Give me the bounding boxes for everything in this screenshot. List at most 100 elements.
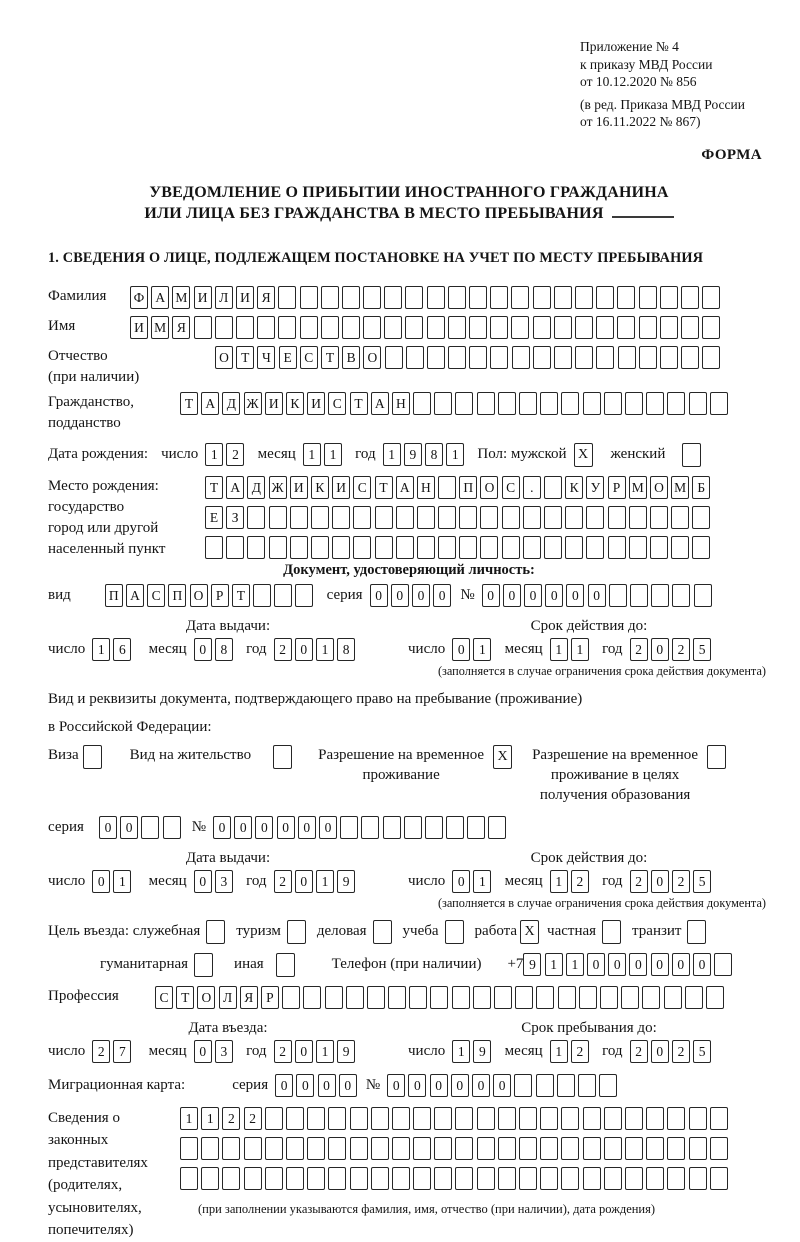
char-cell[interactable]: Т [180,391,198,415]
char-cell[interactable]: 1 [544,953,563,977]
char-cell[interactable] [617,345,636,369]
char-cell[interactable] [384,315,403,339]
char-cell[interactable] [455,391,474,415]
char-cell[interactable] [629,583,648,607]
char-cell[interactable]: Н [391,391,410,415]
char-cell[interactable] [430,985,449,1009]
char-cell[interactable] [476,1136,495,1160]
char-cell[interactable] [688,391,707,415]
char-cell[interactable]: М [172,285,191,309]
char-cell[interactable]: И [307,391,326,415]
char-cell[interactable] [586,505,605,529]
char-cell[interactable] [226,535,245,559]
char-cell[interactable] [561,1106,580,1130]
char-cell[interactable] [671,505,690,529]
char-cell[interactable] [310,535,329,559]
char-cell[interactable]: К [285,391,304,415]
char-cell[interactable] [577,1073,596,1097]
char-cell[interactable] [451,985,470,1009]
char-cell[interactable] [285,1166,304,1190]
char-cell[interactable]: Л [218,985,237,1009]
temp-permit-checkbox[interactable]: X [493,744,513,769]
char-cell[interactable] [480,535,499,559]
char-cell[interactable]: И [332,475,351,499]
char-cell[interactable] [586,535,605,559]
char-cell[interactable]: К [310,475,329,499]
char-cell[interactable] [340,815,359,839]
char-cell[interactable] [264,1166,283,1190]
char-cell[interactable] [693,583,712,607]
char-cell[interactable]: Р [210,583,229,607]
char-cell[interactable] [582,1106,601,1130]
char-cell[interactable] [553,285,572,309]
char-cell[interactable] [459,505,478,529]
char-cell[interactable] [289,505,308,529]
birth-place-boxes-row3[interactable] [205,535,714,559]
char-cell[interactable] [391,1136,410,1160]
char-cell[interactable] [624,1136,643,1160]
char-cell[interactable]: 2 [629,869,648,893]
char-cell[interactable]: 0 [650,953,669,977]
char-cell[interactable]: Т [320,345,339,369]
char-cell[interactable] [162,815,181,839]
char-cell[interactable] [448,345,467,369]
char-cell[interactable] [488,815,507,839]
char-cell[interactable] [519,1166,537,1190]
char-cell[interactable] [705,985,724,1009]
char-cell[interactable] [511,285,530,309]
char-cell[interactable] [617,315,636,339]
char-cell[interactable] [353,535,372,559]
char-cell[interactable]: А [226,475,245,499]
char-cell[interactable]: П [104,583,123,607]
char-cell[interactable]: 6 [113,637,132,661]
char-cell[interactable] [349,1136,368,1160]
char-cell[interactable] [274,583,293,607]
char-cell[interactable]: М [671,475,690,499]
char-cell[interactable]: Ж [243,391,262,415]
char-cell[interactable]: 0 [193,869,212,893]
char-cell[interactable] [642,985,661,1009]
char-cell[interactable] [403,815,422,839]
char-cell[interactable]: 0 [566,583,585,607]
char-cell[interactable]: 1 [565,953,584,977]
char-cell[interactable] [582,1136,601,1160]
char-cell[interactable]: 0 [502,583,521,607]
char-cell[interactable] [646,1136,665,1160]
char-cell[interactable] [426,315,445,339]
char-cell[interactable] [455,1106,474,1130]
char-cell[interactable] [243,1136,262,1160]
char-cell[interactable]: 0 [450,1073,469,1097]
char-cell[interactable]: С [147,583,166,607]
char-cell[interactable] [667,1166,686,1190]
char-cell[interactable]: 9 [337,869,356,893]
char-cell[interactable]: С [353,475,372,499]
char-cell[interactable] [459,535,478,559]
char-cell[interactable]: 1 [92,637,111,661]
char-cell[interactable] [684,985,703,1009]
char-cell[interactable] [702,285,721,309]
char-cell[interactable] [264,1106,283,1130]
char-cell[interactable]: Т [231,583,250,607]
char-cell[interactable]: О [215,345,233,369]
char-cell[interactable] [663,985,682,1009]
char-cell[interactable] [603,1106,622,1130]
char-cell[interactable]: 0 [275,1073,294,1097]
char-cell[interactable]: 0 [296,1073,315,1097]
char-cell[interactable] [535,1073,554,1097]
char-cell[interactable] [554,345,572,369]
char-cell[interactable]: 5 [693,869,712,893]
char-cell[interactable] [455,1136,474,1160]
char-cell[interactable] [180,1136,198,1160]
char-cell[interactable]: А [125,583,144,607]
char-cell[interactable] [603,1166,622,1190]
char-cell[interactable] [596,345,615,369]
char-cell[interactable]: 3 [214,1039,233,1063]
